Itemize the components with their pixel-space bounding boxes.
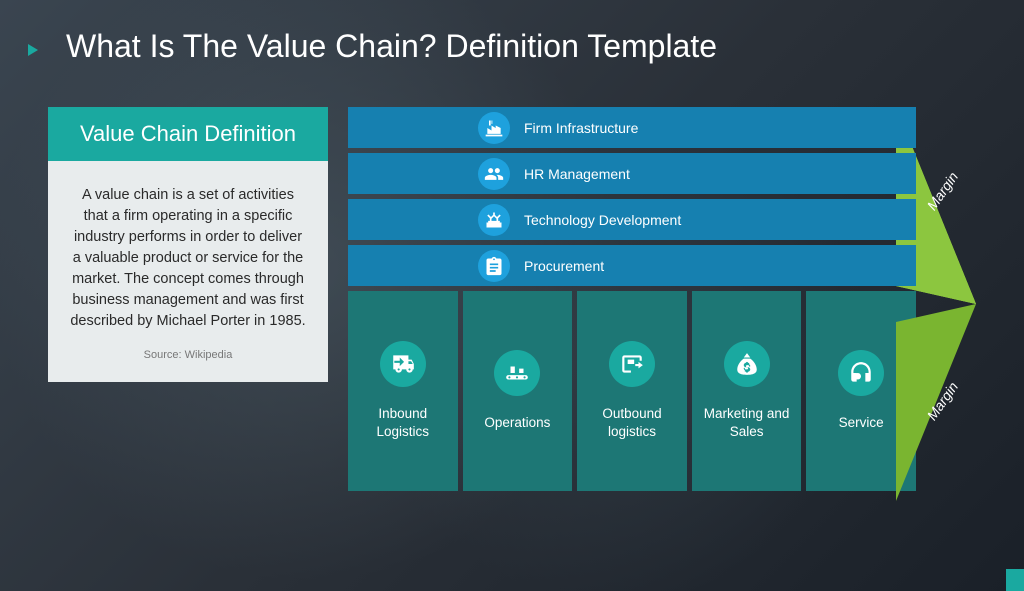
primary-label: Service — [839, 414, 884, 432]
corner-accent — [1006, 569, 1024, 591]
conveyor-icon — [494, 350, 540, 396]
people-icon — [478, 158, 510, 190]
headset-icon — [838, 350, 884, 396]
definition-header: Value Chain Definition — [48, 107, 328, 161]
support-row-infrastructure: Firm Infrastructure — [348, 107, 916, 148]
page-title: What Is The Value Chain? Definition Temp… — [66, 28, 976, 65]
support-activities: Firm Infrastructure HR Management Techno… — [348, 107, 916, 286]
support-row-procurement: Procurement — [348, 245, 916, 286]
primary-outbound: Outbound logistics — [577, 291, 687, 491]
primary-label: Marketing and Sales — [698, 405, 796, 440]
primary-inbound: Inbound Logistics — [348, 291, 458, 491]
clipboard-icon — [478, 250, 510, 282]
support-label: HR Management — [524, 166, 630, 182]
support-row-hr: HR Management — [348, 153, 916, 194]
primary-label: Operations — [484, 414, 550, 432]
box-in-icon — [380, 341, 426, 387]
primary-activities: Inbound Logistics Operations Outbound lo… — [348, 291, 916, 491]
primary-operations: Operations — [463, 291, 573, 491]
definition-body: A value chain is a set of activities tha… — [48, 161, 328, 382]
support-label: Firm Infrastructure — [524, 120, 638, 136]
primary-label: Inbound Logistics — [354, 405, 452, 440]
content-row: Value Chain Definition A value chain is … — [48, 107, 976, 501]
money-bag-icon — [724, 341, 770, 387]
support-label: Technology Development — [524, 212, 681, 228]
primary-marketing: Marketing and Sales — [692, 291, 802, 491]
factory-icon — [478, 112, 510, 144]
box-out-icon — [609, 341, 655, 387]
support-row-tech: Technology Development — [348, 199, 916, 240]
definition-source: Source: Wikipedia — [68, 348, 308, 364]
primary-label: Outbound logistics — [583, 405, 681, 440]
value-chain-diagram: Margin Margin Firm Infrastructure HR Man… — [348, 107, 976, 501]
slide: What Is The Value Chain? Definition Temp… — [0, 0, 1024, 591]
support-label: Procurement — [524, 258, 604, 274]
definition-panel: Value Chain Definition A value chain is … — [48, 107, 328, 501]
robot-arm-icon — [478, 204, 510, 236]
title-pointer-icon — [28, 44, 38, 56]
definition-text: A value chain is a set of activities tha… — [68, 185, 308, 332]
